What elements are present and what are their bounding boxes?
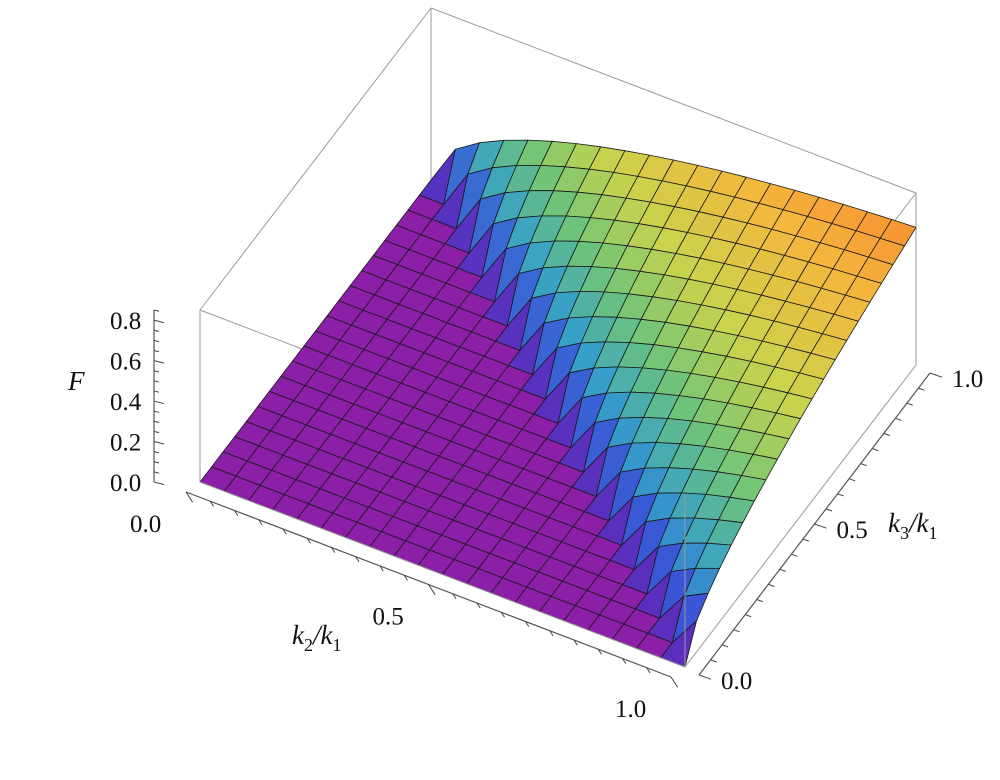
x-axis-tick (549, 630, 554, 637)
z-tick-label: 0.2 (110, 430, 141, 457)
z-axis-tick (153, 481, 165, 485)
y-axis-tick (918, 387, 925, 391)
x-axis-tick (670, 676, 679, 688)
y-axis-tick (883, 432, 890, 436)
x-axis-tick (597, 648, 602, 655)
x-axis-tick (258, 519, 263, 526)
y-axis-tick (745, 614, 752, 618)
y-axis-tick (768, 583, 775, 587)
surface-mesh (199, 139, 917, 668)
box-edge (199, 481, 686, 668)
box-edge (199, 7, 432, 311)
y-axis-tick (906, 402, 914, 406)
x-axis-tick (622, 658, 627, 664)
z-axis-tick (153, 380, 160, 383)
x-axis-tick (573, 639, 578, 646)
x-axis-tick (306, 537, 311, 544)
x-tick-label: 0.0 (130, 511, 161, 538)
x-axis-tick (185, 491, 194, 503)
z-axis-tick (153, 430, 160, 434)
z-axis-tick (153, 329, 160, 332)
z-axis-tick (153, 441, 165, 445)
x-tick-label: 1.0 (615, 696, 646, 723)
z-tick-label: 0.4 (110, 389, 142, 416)
z-axis-tick (153, 461, 160, 464)
x-axis-tick (234, 510, 239, 516)
x-axis-tick (209, 500, 214, 507)
z-axis-tick (153, 410, 160, 413)
y-axis-tick (698, 674, 712, 680)
x-axis-label: k2/k1 (292, 620, 341, 655)
z-axis-tick (153, 309, 160, 312)
x-axis-tick (403, 574, 408, 581)
z-tick-label: 0.8 (110, 308, 141, 335)
y-axis-tick (814, 523, 827, 529)
y-axis-tick (710, 659, 717, 663)
z-axis-tick (153, 471, 160, 474)
axes: 0.0 0.5 1.0 0.0 0.5 1.0 0.0 0.2 0.4 0.6 0.8 (110, 308, 983, 723)
z-tick-label: 0.0 (110, 470, 141, 497)
z-axis-tick (153, 360, 165, 364)
z-axis-label: F (67, 366, 85, 396)
x-axis-tick (428, 584, 436, 595)
y-axis-tick (791, 553, 798, 557)
y-tick-label: 0.0 (721, 668, 752, 695)
y-axis-tick (802, 538, 810, 542)
y-axis-tick (825, 508, 833, 512)
y-tick-label: 1.0 (952, 366, 983, 393)
y-tick-label: 0.5 (837, 517, 868, 544)
z-axis-tick (153, 451, 160, 454)
x-axis-tick (500, 611, 505, 618)
z-axis-tick (153, 349, 160, 353)
z-axis-tick (153, 339, 160, 343)
y-axis-tick (860, 463, 867, 467)
z-axis-tick (153, 319, 165, 324)
y-axis-label: k3/k1 (888, 508, 937, 543)
x-axis-tick (476, 602, 481, 609)
x-axis-tick (282, 528, 287, 535)
z-tick-label: 0.6 (110, 349, 141, 376)
y-axis-tick (837, 493, 844, 497)
y-axis-tick (872, 448, 879, 452)
x-axis-tick (646, 667, 651, 674)
x-tick-label: 0.5 (373, 604, 404, 631)
box-edge (430, 7, 917, 194)
x-axis-tick (452, 593, 457, 600)
x-axis-tick (355, 556, 360, 563)
y-axis-tick (733, 629, 740, 633)
x-axis-tick (331, 547, 336, 553)
box-edge (684, 364, 917, 668)
z-axis-tick (153, 420, 160, 424)
x-axis-tick (379, 565, 384, 572)
y-axis-tick (929, 372, 943, 378)
z-axis-tick (153, 400, 165, 405)
x-axis-tick (525, 621, 530, 627)
y-axis-tick (895, 417, 902, 421)
z-axis-tick (153, 390, 160, 393)
z-axis-tick (153, 370, 160, 373)
y-axis-tick (721, 644, 729, 648)
y-axis-tick (756, 599, 763, 603)
y-axis-tick (779, 568, 787, 572)
bounding-box-front (199, 310, 917, 668)
y-axis-tick (848, 478, 856, 482)
